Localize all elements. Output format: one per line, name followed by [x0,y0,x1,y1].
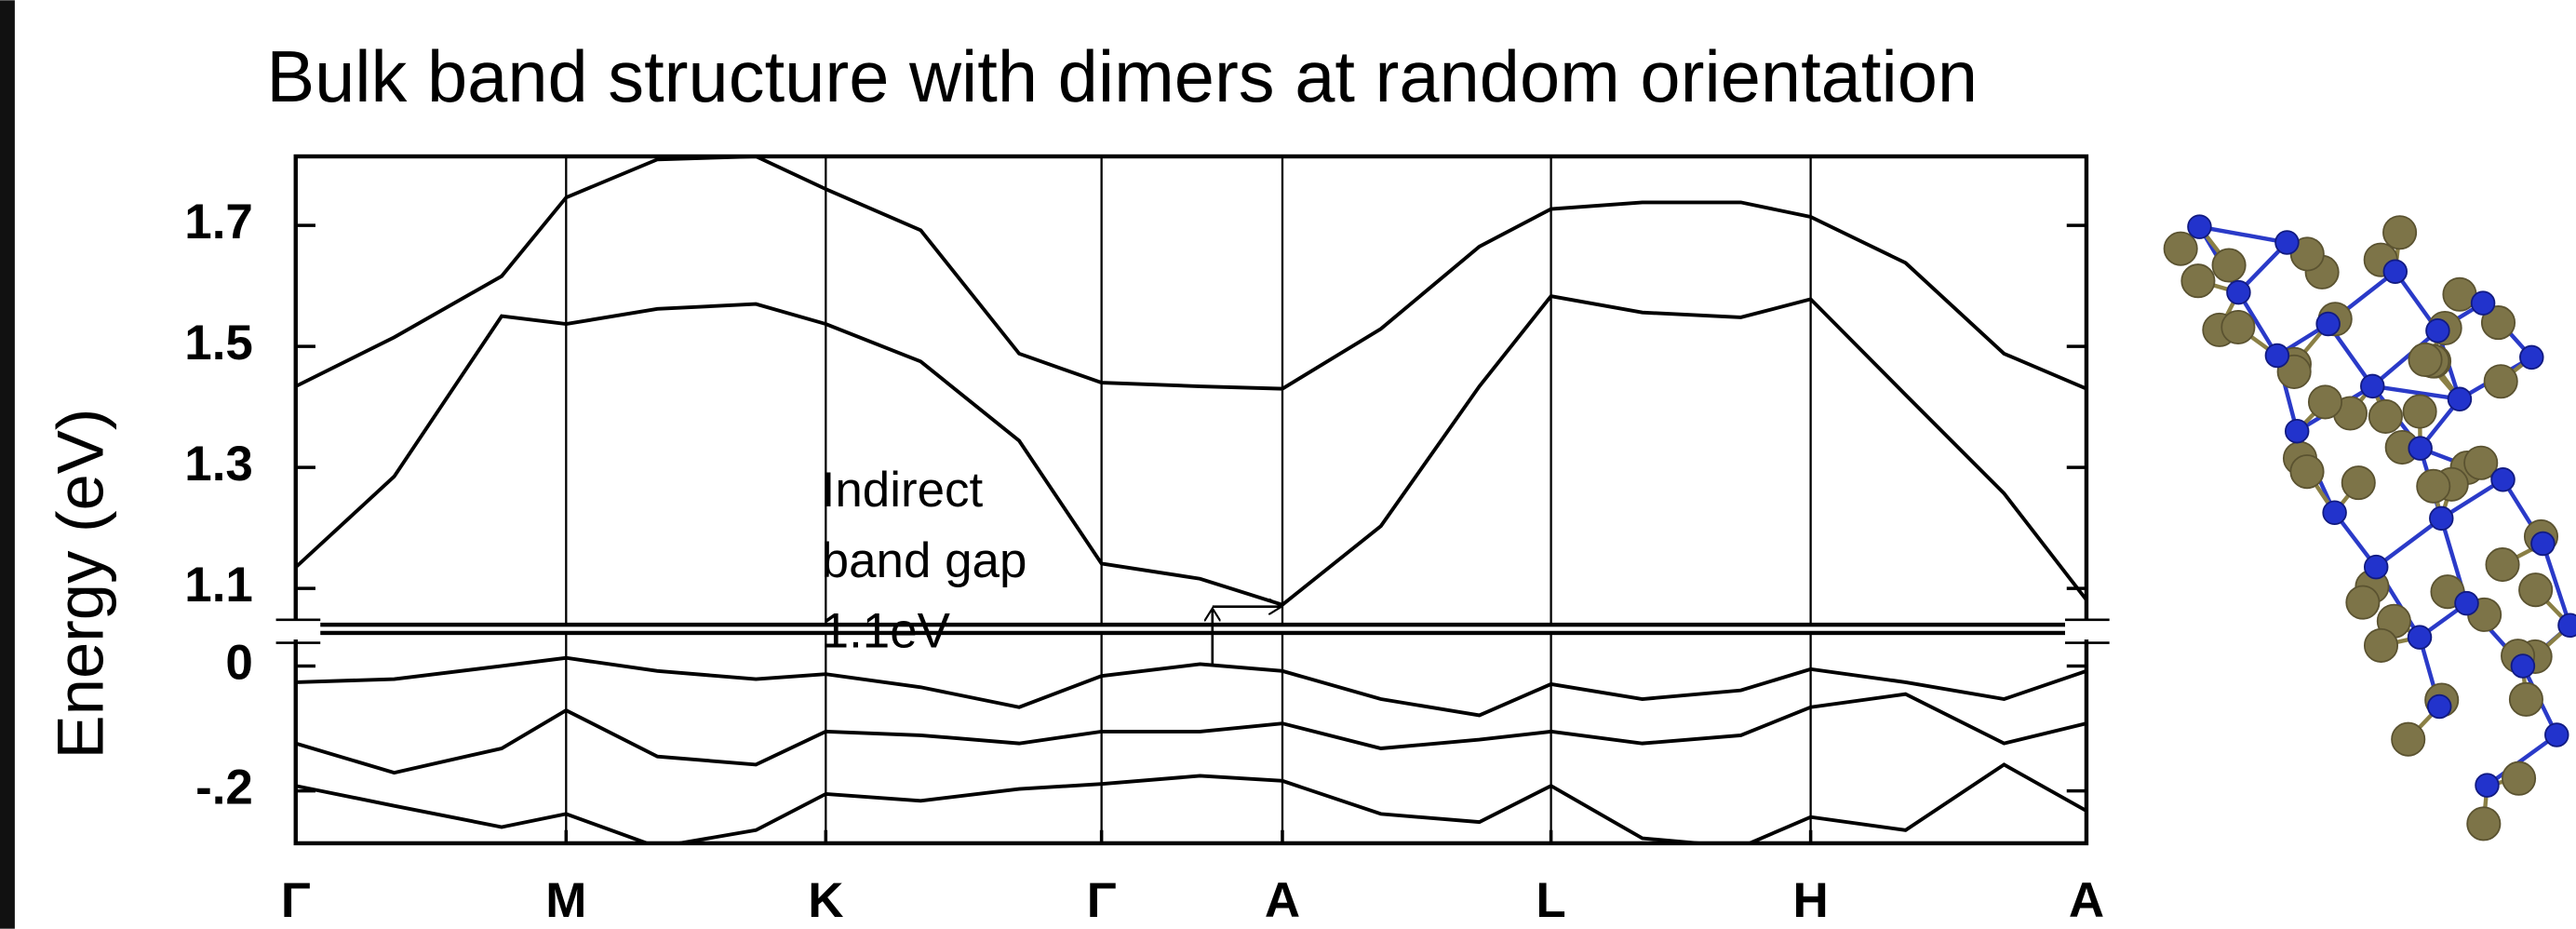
band-line [296,156,2086,389]
atom-olive [2181,264,2214,297]
y-tick-label: 0 [225,635,252,690]
page: Bulk band structure with dimers at rando… [0,0,2576,929]
atom-olive [2392,723,2424,756]
band-line [296,694,2086,773]
atom-blue [2512,654,2535,678]
atom-blue [2475,774,2499,797]
atom-olive [2417,470,2449,503]
molecule [2165,215,2576,840]
atom-olive [2502,762,2535,795]
atom-blue [2449,387,2472,411]
atom-olive [2510,683,2542,716]
x-tick-label: L [1536,873,1565,928]
atom-blue [2545,723,2569,747]
y-tick-label: 1.1 [184,558,253,613]
atom-blue [2428,695,2451,719]
band-line [296,296,2086,605]
atom-blue [2266,344,2289,368]
atom-blue [2520,346,2543,370]
atom-olive [2486,548,2518,581]
atom-olive [2346,586,2379,618]
atom-blue [2383,260,2407,283]
plot-frame [296,156,2086,625]
axis-break [276,620,321,640]
atom-olive [2408,343,2441,376]
atom-olive [2403,395,2435,427]
x-tick-label: H [1792,873,1828,928]
atom-olive [2369,400,2402,433]
atom-olive [2485,365,2517,397]
axis-break [2065,620,2110,640]
atom-blue [2323,501,2346,524]
atom-olive [2519,573,2552,606]
atom-blue [2430,506,2453,530]
y-tick-label: 1.7 [184,195,253,249]
x-tick-label: A [2069,873,2104,928]
atom-blue [2408,437,2432,460]
atom-blue [2455,592,2478,615]
atom-blue [2472,291,2495,315]
atom-olive [2342,466,2375,499]
atom-blue [2426,319,2449,343]
atom-olive [2212,249,2245,281]
atom-olive [2383,216,2416,249]
atom-blue [2365,556,2388,579]
atom-olive [2365,629,2397,662]
bond [2199,227,2287,243]
atom-olive [2290,455,2323,488]
atom-olive [2467,807,2500,840]
atom-blue [2361,374,2384,397]
chart-title: Bulk band structure with dimers at rando… [266,37,1978,117]
atom-olive [2165,233,2197,265]
atom-blue [2275,231,2299,254]
band-line [296,764,2086,847]
chart: Bulk band structure with dimers at rando… [0,0,2576,929]
y-tick-label: -.2 [195,761,253,815]
x-tick-label: A [1265,873,1300,928]
left-edge [0,0,15,928]
x-tick-label: Γ [1087,873,1117,928]
atom-blue [2316,313,2340,336]
annotation: band gap [822,533,1027,588]
atom-blue [2188,215,2211,238]
atom-blue [2286,420,2309,443]
atom-blue [2227,281,2250,304]
atom-olive [2221,311,2254,343]
atom-blue [2531,532,2555,556]
y-axis-label: Energy (eV) [43,409,116,760]
x-tick-label: K [808,873,843,928]
atom-blue [2491,468,2515,491]
annotation: Indirect [822,463,984,518]
atom-blue [2408,626,2432,649]
x-tick-label: M [545,873,586,928]
y-tick-label: 1.5 [184,316,253,370]
y-tick-label: 1.3 [184,437,253,491]
x-tick-label: Γ [281,873,311,928]
atom-olive [2309,385,2341,418]
atom-blue [2558,613,2576,637]
